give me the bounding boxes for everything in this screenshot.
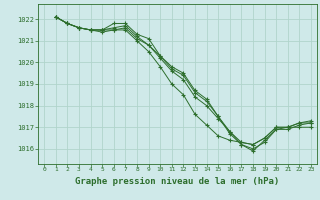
X-axis label: Graphe pression niveau de la mer (hPa): Graphe pression niveau de la mer (hPa)	[76, 177, 280, 186]
